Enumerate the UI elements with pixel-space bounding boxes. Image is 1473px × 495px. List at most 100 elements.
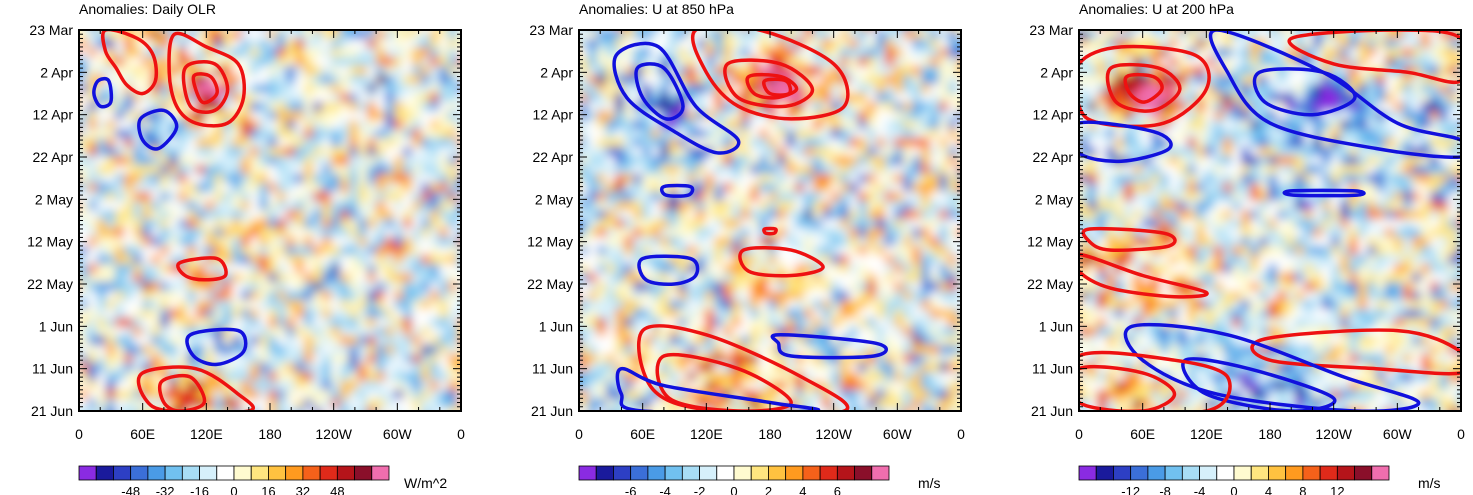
colorbar-box bbox=[647, 465, 666, 481]
y-tick-label: 22 Apr bbox=[1033, 149, 1074, 165]
colorbar-box bbox=[371, 465, 390, 481]
x-tick-label: 180 bbox=[1258, 426, 1282, 442]
x-tick-label: 0 bbox=[1075, 426, 1083, 442]
colorbar-label: 0 bbox=[230, 484, 237, 495]
colorbar-box bbox=[1371, 465, 1390, 481]
negative-contour-7 bbox=[185, 327, 248, 367]
panel-olr-colorbar-unit: W/m^2 bbox=[404, 475, 447, 491]
colorbar-box bbox=[1113, 465, 1132, 481]
negative-contour-11 bbox=[1123, 322, 1421, 411]
x-tick-label: 120E bbox=[1190, 426, 1223, 442]
colorbar-box bbox=[595, 465, 614, 481]
x-tick-label: 60E bbox=[630, 426, 655, 442]
y-tick-label: 22 May bbox=[1027, 276, 1073, 292]
colorbar-label: 6 bbox=[834, 484, 841, 495]
x-tick-label: 0 bbox=[1457, 426, 1465, 442]
panel-olr: Anomalies: Daily OLR 23 Mar 2 Apr 12 Apr 22… bbox=[27, 1, 465, 495]
y-tick-label: 2 May bbox=[535, 191, 573, 207]
colorbar-box bbox=[130, 465, 149, 481]
colorbar-box bbox=[336, 465, 355, 481]
colorbar-box bbox=[664, 465, 683, 481]
positive-contour-8 bbox=[1081, 226, 1177, 252]
negative-contour-10 bbox=[770, 333, 888, 360]
colorbar-label: 0 bbox=[730, 484, 737, 495]
colorbar-box bbox=[1354, 465, 1373, 481]
positive-contour-0 bbox=[100, 30, 159, 96]
colorbar-box bbox=[1181, 465, 1200, 481]
positive-contour-8 bbox=[738, 245, 825, 278]
x-tick-label: 180 bbox=[258, 426, 282, 442]
colorbar-box bbox=[1216, 465, 1235, 481]
negative-contour-6 bbox=[659, 183, 695, 198]
panel-u200-colorbar: -12 -8 -4 0 4 8 12 bbox=[1078, 465, 1390, 495]
x-tick-label: 60E bbox=[130, 426, 155, 442]
colorbar-box bbox=[78, 465, 97, 481]
colorbar-box bbox=[302, 465, 321, 481]
colorbar-box bbox=[1233, 465, 1252, 481]
negative-contour-13 bbox=[615, 366, 821, 411]
x-tick-label: 120W bbox=[815, 426, 852, 442]
panel-u200-field bbox=[1079, 30, 1461, 411]
colorbar-box bbox=[354, 465, 373, 481]
positive-contour-1 bbox=[1105, 62, 1182, 113]
y-tick-label: 22 May bbox=[527, 276, 573, 292]
positive-contour-2 bbox=[1123, 72, 1164, 104]
positive-contour-2 bbox=[181, 60, 230, 114]
x-tick-label: 120E bbox=[190, 426, 223, 442]
colorbar-box bbox=[750, 465, 769, 481]
x-tick-label: 120W bbox=[315, 426, 352, 442]
colorbar-label: -16 bbox=[190, 484, 209, 495]
colorbar-box bbox=[1302, 465, 1321, 481]
x-tick-label: 0 bbox=[457, 426, 465, 442]
x-tick-label: 0 bbox=[75, 426, 83, 442]
panel-u850-colorbar: -6 -4 -2 0 2 4 6 bbox=[578, 465, 890, 495]
panel-olr-axes: 23 Mar 2 Apr 12 Apr 22 Apr 2 May 12 May 22 May… bbox=[27, 22, 465, 442]
colorbar-box bbox=[613, 465, 632, 481]
negative-contour-4 bbox=[92, 76, 114, 109]
y-tick-label: 21 Jun bbox=[31, 403, 73, 419]
positive-contour-11 bbox=[636, 324, 850, 411]
colorbar-box bbox=[147, 465, 166, 481]
panel-u850-contours bbox=[612, 30, 888, 411]
colorbar-box bbox=[1130, 465, 1149, 481]
negative-contour-7 bbox=[637, 254, 700, 286]
colorbar-label: 4 bbox=[799, 484, 806, 495]
positive-contour-1 bbox=[723, 58, 815, 109]
y-tick-label: 2 Apr bbox=[1040, 64, 1073, 80]
colorbar-label: 48 bbox=[330, 484, 344, 495]
y-tick-label: 2 May bbox=[35, 191, 73, 207]
positive-contour-3 bbox=[762, 77, 793, 97]
negative-contour-6 bbox=[1079, 120, 1173, 164]
colorbar-box bbox=[871, 465, 890, 481]
colorbar-box bbox=[630, 465, 649, 481]
panel-u850-colorbar-unit: m/s bbox=[918, 475, 941, 491]
colorbar-box bbox=[1147, 465, 1166, 481]
colorbar-label: 4 bbox=[1265, 484, 1272, 495]
colorbar-box bbox=[199, 465, 218, 481]
y-tick-label: 12 Apr bbox=[33, 107, 74, 123]
y-tick-label: 11 Jun bbox=[532, 361, 573, 377]
colorbar-box bbox=[181, 465, 200, 481]
colorbar-box bbox=[216, 465, 235, 481]
colorbar-box bbox=[733, 465, 752, 481]
positive-contour-9 bbox=[762, 226, 778, 236]
colorbar-label: 0 bbox=[1230, 484, 1237, 495]
colorbar-box bbox=[699, 465, 718, 481]
panel-u200-title: Anomalies: U at 200 hPa bbox=[1079, 1, 1234, 17]
positive-contour-9 bbox=[157, 373, 207, 411]
y-tick-label: 12 May bbox=[1027, 234, 1073, 250]
negative-contour-4 bbox=[612, 41, 741, 155]
colorbar-label: -4 bbox=[1194, 484, 1206, 495]
colorbar-box bbox=[1199, 465, 1218, 481]
y-tick-label: 22 May bbox=[27, 276, 73, 292]
y-tick-label: 11 Jun bbox=[1032, 361, 1073, 377]
x-tick-label: 60W bbox=[1383, 426, 1413, 442]
positive-contour-3 bbox=[191, 72, 219, 105]
colorbar-label: -4 bbox=[659, 484, 671, 495]
panel-u850-title: Anomalies: U at 850 hPa bbox=[579, 1, 734, 17]
colorbar-box bbox=[1268, 465, 1287, 481]
colorbar-box bbox=[716, 465, 735, 481]
colorbar-box bbox=[95, 465, 114, 481]
colorbar-label: -6 bbox=[625, 484, 637, 495]
colorbar-label: -12 bbox=[1121, 484, 1140, 495]
